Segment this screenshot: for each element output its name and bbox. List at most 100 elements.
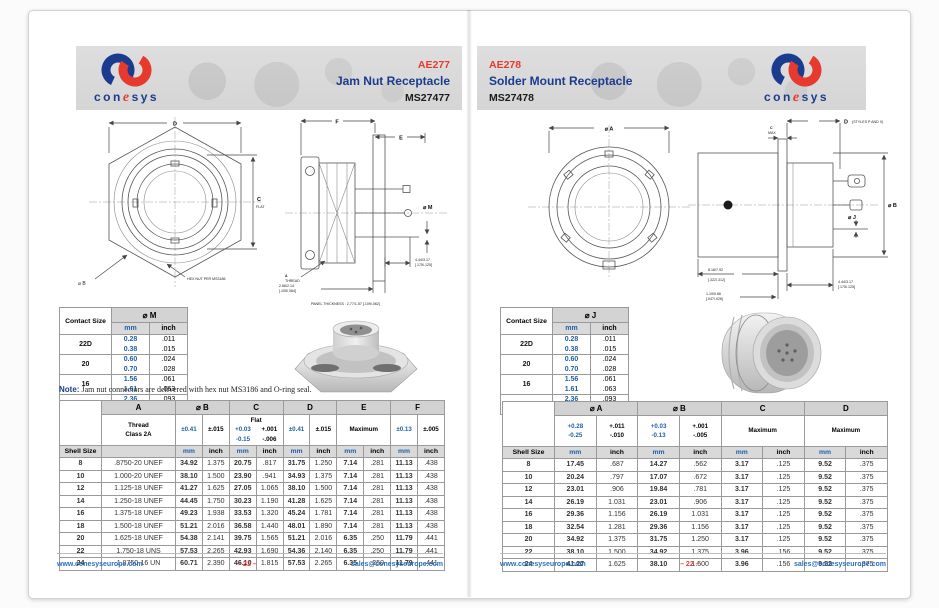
cell: 12 bbox=[502, 483, 555, 497]
cell: .281 bbox=[363, 457, 392, 471]
cell: 39.75 bbox=[228, 532, 257, 546]
cell: 1.565 bbox=[255, 532, 284, 546]
table-row: 16 29.36 1.156 26.19 1.031 3.17.125 9.52.375 bbox=[502, 508, 888, 522]
cell: 9.52 bbox=[803, 458, 847, 472]
a-tol-mm: +0.28 -0.25 bbox=[554, 415, 597, 447]
cell: 23.01 bbox=[554, 483, 597, 497]
dim-label-j: ⌀ J bbox=[848, 215, 856, 221]
cell: 38.10 bbox=[637, 558, 680, 572]
e-subheader: Maximum bbox=[336, 414, 392, 446]
a-tol-inch: +.011 -.010 bbox=[595, 415, 639, 447]
table-row: 20 34.92 1.375 31.75 1.250 3.17.125 9.52.375 bbox=[502, 533, 888, 547]
cell: .906 bbox=[595, 483, 639, 497]
cell: .024 .028 bbox=[590, 354, 629, 375]
website-link[interactable]: www.conesyseurope.com bbox=[500, 561, 586, 568]
cell: 1.190 bbox=[255, 494, 284, 508]
cell: 27.05 bbox=[228, 482, 257, 496]
dim-8-18: 8.18/7.92 bbox=[708, 268, 723, 272]
page-footer: www.conesyseurope.com – 22 – sales@cones… bbox=[500, 561, 886, 568]
dim-label-e: E bbox=[399, 136, 403, 142]
cell: .281 bbox=[363, 507, 392, 521]
front-view-drawing: ⌀ A bbox=[528, 125, 690, 277]
cell: 54.38 bbox=[175, 532, 203, 546]
cell: .125 bbox=[762, 495, 805, 509]
col-d: D bbox=[803, 401, 889, 416]
cell: 7.14 bbox=[336, 457, 365, 471]
cell: 29.36 bbox=[637, 520, 680, 534]
cell: 1.500-18 UNEF bbox=[101, 519, 176, 533]
col-d: D bbox=[282, 400, 338, 415]
cell: 6.35 bbox=[336, 532, 365, 546]
product-title-block: AE277 Jam Nut Receptacle MS27477 bbox=[336, 58, 450, 106]
cell: .441 bbox=[417, 557, 445, 571]
dim-label-f: F bbox=[335, 120, 339, 126]
cell: 1.320 bbox=[255, 507, 284, 521]
email-link[interactable]: sales@conesyseurope.com bbox=[350, 561, 443, 568]
cell: 20.24 bbox=[554, 470, 597, 484]
cell: 0.60 0.70 bbox=[111, 354, 150, 375]
cell: 1.440 bbox=[255, 519, 284, 533]
footer-divider bbox=[57, 553, 443, 554]
cell: 2.016 bbox=[201, 519, 230, 533]
col-c: C bbox=[720, 401, 805, 416]
cell: 29.36 bbox=[554, 508, 597, 522]
cell: 2.141 bbox=[201, 532, 230, 546]
dim-2-66: 2.66/2.14 bbox=[279, 284, 294, 288]
product-photo bbox=[294, 320, 418, 393]
table-row: 20 0.60 0.70.024 .028 bbox=[500, 354, 629, 375]
website-link[interactable]: www.conesyseurope.com bbox=[57, 561, 143, 568]
cell: 1.500 bbox=[201, 469, 230, 483]
cell: 12 bbox=[59, 482, 102, 496]
cell: 14 bbox=[502, 495, 555, 509]
cell: 1.625 bbox=[595, 558, 639, 572]
cell: 49.23 bbox=[175, 507, 203, 521]
cell: 1.938 bbox=[201, 507, 230, 521]
table-row: 8 17.45.687 14.27.562 3.17.125 9.52.375 bbox=[502, 458, 888, 472]
col-e: E bbox=[336, 400, 392, 415]
cell: 57.53 bbox=[175, 544, 203, 558]
cell: .438 bbox=[417, 482, 445, 496]
cell: 11.13 bbox=[390, 457, 419, 471]
cell: 2.265 bbox=[201, 544, 230, 558]
cell: .125 bbox=[762, 470, 805, 484]
thread-callout-a: A bbox=[285, 274, 288, 278]
table-row: 12 23.01.906 19.84.781 3.17.125 9.52.375 bbox=[502, 483, 888, 497]
cell: 34.92 bbox=[554, 533, 597, 547]
table-row: 16 1.375-18 UNEF 49.23 1.938 33.53 1.320 45.24… bbox=[59, 507, 445, 521]
page-21: conesys AE277 Jam Nut Receptacle MS27477 bbox=[29, 11, 467, 598]
cell: 34.93 bbox=[282, 469, 311, 483]
cell: 51.21 bbox=[175, 519, 203, 533]
cell: 1.781 bbox=[309, 507, 338, 521]
cell: 31.75 bbox=[637, 533, 680, 547]
cell: 26.19 bbox=[554, 495, 597, 509]
cell: 1.375 bbox=[595, 533, 639, 547]
page-number: – 22 – bbox=[680, 561, 700, 568]
cell: 32.54 bbox=[554, 520, 597, 534]
cell: 1.8750-16 UN bbox=[101, 557, 176, 571]
cell: 6.35 bbox=[336, 544, 365, 558]
cell: 10 bbox=[502, 470, 555, 484]
cell: .250 bbox=[363, 557, 392, 571]
cell: 38.10 bbox=[175, 469, 203, 483]
cell: .281 bbox=[363, 482, 392, 496]
dim-4-44: 4.44/3.17 bbox=[838, 280, 853, 284]
cell: .438 bbox=[417, 494, 445, 508]
cell: .441 bbox=[417, 544, 445, 558]
cell: 9.52 bbox=[803, 495, 847, 509]
cell: .375 bbox=[845, 533, 888, 547]
product-name: Jam Nut Receptacle bbox=[335, 74, 450, 89]
page-number: – 21 – bbox=[237, 561, 257, 568]
cell: .375 bbox=[845, 508, 888, 522]
email-link[interactable]: sales@conesyseurope.com bbox=[793, 561, 886, 568]
dim-4-44-in: [.175/.125] bbox=[838, 285, 855, 289]
cell: 3.17 bbox=[720, 495, 764, 509]
cell: 54.36 bbox=[282, 544, 311, 558]
cell: 7.14 bbox=[336, 469, 365, 483]
diameter-m-header: ⌀ M bbox=[110, 307, 189, 323]
cell: 7.14 bbox=[336, 482, 365, 496]
cell: .375 bbox=[845, 470, 888, 484]
cell: 16 bbox=[59, 507, 102, 521]
cell: 1.031 bbox=[678, 508, 722, 522]
cell: 9.52 bbox=[803, 533, 847, 547]
cell: 57.53 bbox=[282, 557, 311, 571]
